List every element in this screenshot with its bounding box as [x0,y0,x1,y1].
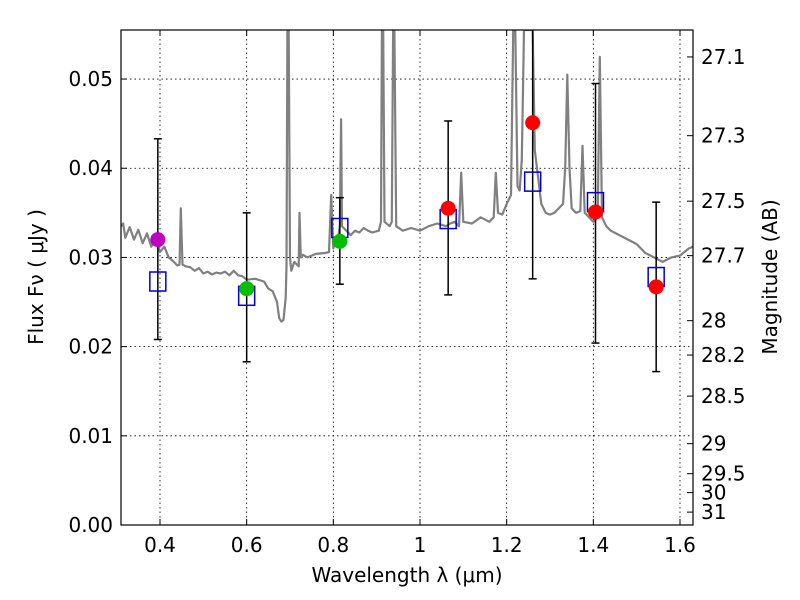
model-spectrum [121,30,693,323]
x-tick-label: 0.8 [317,533,349,557]
y2-tick-label: 28.2 [701,343,746,367]
model-square-marker [149,271,167,292]
y-axis-ticks: 0.00 0.01 0.02 0.03 0.04 0.05 [68,67,127,537]
y2-tick-label: 29.5 [701,462,746,486]
y2-tick-label: 28 [701,309,726,333]
x-tick-label: 1.2 [491,533,523,557]
observed-photometry-points [150,115,664,297]
x-tick-label: 1.6 [664,533,696,557]
observed-circle-marker [525,115,541,131]
plot-frame [120,29,694,526]
observed-circle-marker [440,200,456,216]
y-axis-title: Flux Fν ( μJy ) [24,209,48,345]
y2-tick-label: 27.5 [701,189,746,213]
y2-tick-label: 27.3 [701,124,746,148]
spectrum-line [121,30,693,323]
plot-background [121,30,693,525]
x-tick-label: 0.6 [231,533,263,557]
y2-tick-label: 30 [701,481,726,505]
y-tick-label: 0.03 [68,245,113,269]
observed-circle-marker [648,279,664,295]
y2-tick-label: 27.1 [701,45,746,69]
observed-circle-marker [332,233,348,249]
y-tick-label: 0.04 [68,156,113,180]
y2-tick-label: 28.5 [701,384,746,408]
y-tick-label: 0.02 [68,335,113,359]
x-tick-label: 1 [414,533,427,557]
observed-circle-marker [239,281,255,297]
observed-circle-marker [150,232,166,248]
x-axis-ticks: 0.4 0.6 0.8 1 1.2 1.4 1.6 [144,30,696,557]
observed-circle-marker [588,204,603,220]
y2-tick-label: 29 [701,432,726,456]
y-tick-label: 0.05 [68,67,113,91]
y2-axis-title: Magnitude (AB) [758,199,782,354]
model-square-marker [523,171,542,192]
y-tick-label: 0.01 [68,424,113,448]
y2-tick-label: 27.7 [701,244,746,268]
y2-tick-label: 31 [701,500,726,524]
x-tick-label: 1.4 [577,533,609,557]
grid-lines [121,30,693,525]
x-tick-label: 0.4 [144,533,176,557]
y-tick-label: 0.00 [68,513,113,537]
x-axis-title: Wavelength λ (μm) [311,563,502,587]
